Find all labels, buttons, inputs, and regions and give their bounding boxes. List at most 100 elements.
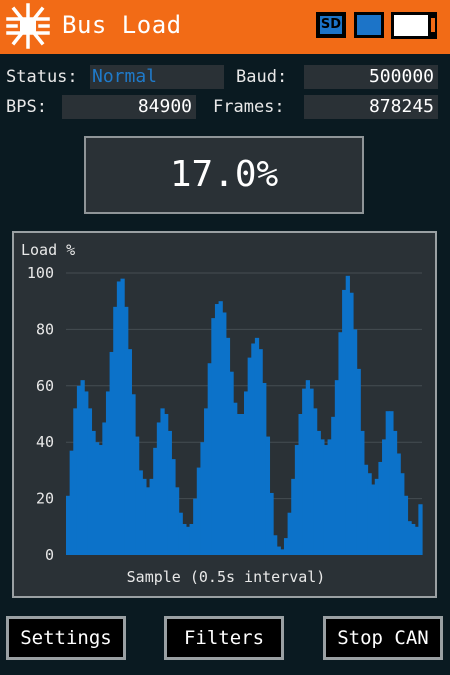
chart-bar xyxy=(258,349,263,555)
chart-bar xyxy=(247,357,252,555)
chart-bar xyxy=(265,436,271,555)
chart-bar xyxy=(374,478,380,555)
filters-button[interactable]: Filters xyxy=(164,616,284,660)
bus-load-chart: Load % Sample (0.5s interval) 0 20 40 60 80 1… xyxy=(12,231,437,598)
chart-bar xyxy=(352,329,358,555)
sd-card-icon[interactable]: SD xyxy=(316,12,346,38)
chart-bar xyxy=(382,439,387,555)
battery-level-fill xyxy=(394,15,428,36)
chart-bar xyxy=(149,478,154,555)
chart-bar xyxy=(334,380,340,555)
chart-ytick-label: 100 xyxy=(27,264,54,282)
bps-value: 84900 xyxy=(62,95,196,119)
chart-bar xyxy=(116,281,122,555)
chart-ylabel: Load % xyxy=(21,241,75,259)
chart-bar xyxy=(244,391,249,555)
chart-bar xyxy=(276,546,281,555)
bus-load-display: 17.0% xyxy=(84,136,364,214)
chart-bar xyxy=(254,337,260,555)
chart-bar xyxy=(309,388,314,555)
chart-bar xyxy=(127,349,132,555)
chart-bar xyxy=(145,487,151,555)
baud-value: 500000 xyxy=(304,65,438,89)
chart-bar xyxy=(153,447,158,555)
chart-bar xyxy=(236,414,241,555)
bps-label: BPS: xyxy=(6,97,47,117)
chart-bar xyxy=(403,495,409,555)
stop-can-button[interactable]: Stop CAN xyxy=(323,616,443,660)
chart-bar xyxy=(225,337,231,555)
chart-bar xyxy=(389,411,394,555)
page-title: Bus Load xyxy=(62,11,182,39)
chart-bar xyxy=(316,430,321,555)
chart-bar xyxy=(269,492,274,555)
chart-bar xyxy=(407,521,412,555)
chart-bar xyxy=(233,402,238,555)
chart-bar xyxy=(66,495,71,555)
chart-bar xyxy=(200,442,205,555)
chart-bar xyxy=(371,484,376,555)
chart-bar xyxy=(342,289,347,555)
chart-bar xyxy=(84,391,89,555)
bus-load-chart-svg: Load % Sample (0.5s interval) 0 20 40 60 80 1… xyxy=(21,241,423,586)
chart-bar xyxy=(95,442,100,555)
chart-bar xyxy=(131,394,136,555)
chart-bar xyxy=(178,512,183,555)
chart-bar xyxy=(182,523,187,555)
chart-bar xyxy=(294,445,300,555)
battery-cap xyxy=(431,18,435,32)
chart-bar xyxy=(345,275,350,555)
chart-xlabel: Sample (0.5s interval) xyxy=(127,568,326,586)
chart-bar xyxy=(323,445,329,555)
chart-ytick-label: 0 xyxy=(45,546,54,564)
chart-ytick-label: 60 xyxy=(36,377,54,395)
chart-ytick-label: 20 xyxy=(36,490,54,508)
chart-bar xyxy=(392,430,398,555)
chart-bar xyxy=(102,422,107,555)
app-header: Bus Load SD xyxy=(0,0,450,54)
chart-bar xyxy=(105,391,111,555)
chart-ytick-label: 40 xyxy=(36,433,54,451)
chart-bar xyxy=(164,414,169,555)
chart-bar xyxy=(229,371,234,555)
chart-bar xyxy=(280,549,285,555)
chart-bar xyxy=(138,470,143,555)
chart-bar xyxy=(73,408,78,555)
chart-bar xyxy=(302,388,307,555)
chart-bar xyxy=(109,351,114,555)
chart-bar xyxy=(400,473,405,555)
chart-bar xyxy=(313,408,318,555)
status-value: Normal xyxy=(90,65,224,89)
chart-bar xyxy=(167,430,172,555)
record-indicator-fill xyxy=(357,15,381,35)
chart-bar xyxy=(156,422,162,555)
status-label: Status: xyxy=(6,67,78,87)
chart-ytick-label: 80 xyxy=(36,320,54,338)
chart-bar xyxy=(262,382,267,555)
chart-bar xyxy=(113,306,118,555)
chart-bar xyxy=(214,304,220,555)
chart-bar xyxy=(414,526,419,555)
chart-bar xyxy=(320,439,325,555)
chart-bar xyxy=(207,363,212,555)
chart-bar xyxy=(171,459,176,555)
chart-bar xyxy=(327,439,332,555)
chart-bar xyxy=(218,301,223,555)
chart-bar xyxy=(305,380,310,555)
chart-bar xyxy=(349,292,354,555)
chart-bar xyxy=(378,461,383,555)
record-indicator-icon[interactable] xyxy=(354,12,384,38)
settings-button[interactable]: Settings xyxy=(6,616,126,660)
chart-bar xyxy=(160,408,165,555)
chart-bar xyxy=(338,332,343,555)
chart-bar xyxy=(418,504,423,555)
chart-bar xyxy=(193,498,198,555)
chart-bar xyxy=(135,436,140,555)
chart-bar xyxy=(367,473,372,555)
chart-bar xyxy=(87,408,93,555)
chart-bar xyxy=(211,318,216,555)
chart-bar xyxy=(298,414,303,555)
chart-bar xyxy=(360,430,365,555)
baud-label: Baud: xyxy=(236,67,288,87)
chart-bar xyxy=(120,278,125,555)
